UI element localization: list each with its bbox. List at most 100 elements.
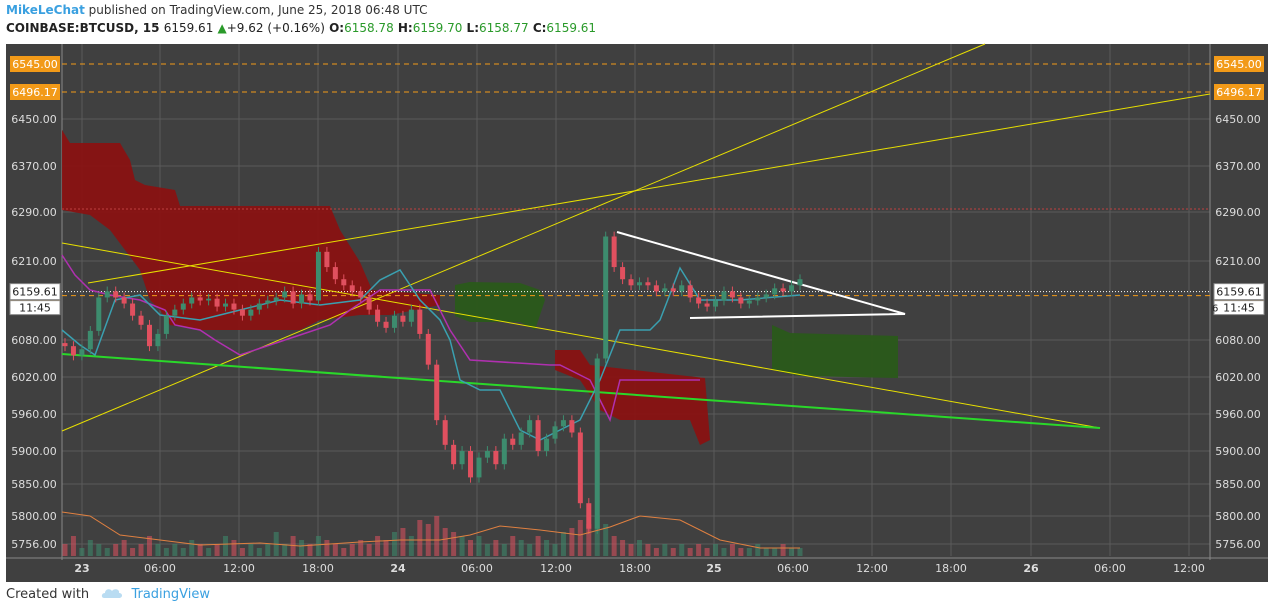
green-cloud-1 xyxy=(455,282,545,330)
volume-bar xyxy=(501,544,507,556)
volume-bar xyxy=(451,532,457,556)
candle-body xyxy=(408,309,414,322)
volume-bars xyxy=(62,516,803,556)
volume-bar xyxy=(434,516,440,556)
created-with-label: Created with xyxy=(6,587,90,602)
candle-body xyxy=(696,297,702,304)
x-tick-label: 06:00 xyxy=(777,562,809,575)
volume-bar xyxy=(248,544,254,556)
volume-bar xyxy=(493,540,499,556)
y-tick-label-right: 5900.00 xyxy=(1215,445,1261,458)
candle-body xyxy=(493,451,499,465)
candle-body xyxy=(197,297,203,301)
author-link[interactable]: MikeLeChat xyxy=(6,3,85,17)
publish-line: MikeLeChat published on TradingView.com,… xyxy=(6,3,427,17)
open-value: 6158.78 xyxy=(344,21,394,35)
volume-bar xyxy=(223,536,229,556)
volume-bar xyxy=(172,544,178,556)
candle-body xyxy=(594,358,600,529)
candle-body xyxy=(501,438,507,465)
y-tick-label-right: 6290.00 xyxy=(1215,206,1261,219)
candle-body xyxy=(358,291,364,298)
volume-bar xyxy=(527,544,533,556)
candle-body xyxy=(189,297,195,304)
tradingview-link[interactable]: TradingView xyxy=(131,587,210,602)
volume-bar xyxy=(104,548,110,556)
volume-bar xyxy=(687,548,693,556)
volume-bar xyxy=(113,544,119,556)
candle-body xyxy=(307,294,313,301)
candle-body xyxy=(552,426,558,439)
volume-bar xyxy=(738,548,744,556)
footer: Created with TradingView xyxy=(6,587,210,602)
candle-body xyxy=(662,288,668,292)
current-price-label-right: 6159.61 xyxy=(1216,286,1262,299)
candle-body xyxy=(383,321,389,328)
volume-bar xyxy=(468,540,474,556)
countdown-label-left: 11:45 xyxy=(19,302,51,315)
countdown-badge-right xyxy=(1213,300,1265,316)
volume-bar xyxy=(146,536,152,556)
candle-body xyxy=(391,315,397,328)
volume-bar xyxy=(476,536,482,556)
candle-body xyxy=(214,298,220,307)
y-tick-label-left: 5756.00 xyxy=(11,538,57,551)
volume-bar xyxy=(239,548,245,556)
candle-body xyxy=(780,288,786,292)
candle-body xyxy=(569,420,575,433)
volume-bar xyxy=(417,520,423,556)
x-tick-label: 18:00 xyxy=(302,562,334,575)
low-value: 6158.77 xyxy=(479,21,529,35)
volume-bar xyxy=(324,540,330,556)
y-tick-label-left: 6370.00 xyxy=(11,160,57,173)
volume-bar xyxy=(662,544,668,556)
candle-body xyxy=(704,303,710,307)
candle-body xyxy=(256,303,262,310)
x-tick-label: 06:00 xyxy=(144,562,176,575)
volume-bar xyxy=(62,544,68,556)
volume-bar xyxy=(130,548,136,556)
volume-bar xyxy=(721,548,727,556)
volume-bar xyxy=(341,548,347,556)
volume-bar xyxy=(299,540,305,556)
volume-bar xyxy=(214,544,220,556)
volume-bar xyxy=(653,548,659,556)
y-tick-label-right: 6450.00 xyxy=(1215,113,1261,126)
y-tick-label-right: 6370.00 xyxy=(1215,160,1261,173)
candle-body xyxy=(180,303,186,310)
volume-bar xyxy=(510,536,516,556)
volume-bar xyxy=(713,544,719,556)
symbol-line: COINBASE:BTCUSD, 15 6159.61 ▲+9.62 (+0.1… xyxy=(6,21,596,35)
volume-bar xyxy=(155,544,161,556)
close-label: C: xyxy=(532,21,547,35)
candle-body xyxy=(636,282,642,286)
candle-body xyxy=(113,291,119,298)
tenkan-line xyxy=(61,266,801,441)
green-cloud-2 xyxy=(772,325,898,378)
candle-body xyxy=(763,294,769,298)
price-chart[interactable]: 6450.00 6450.00 6370.00 6370.00 6290.00 6290.… xyxy=(0,40,1274,585)
volume-bar xyxy=(594,516,600,556)
candle-body xyxy=(586,503,592,529)
price-level-label-right: 6496.17 xyxy=(1216,86,1262,99)
green-support-line xyxy=(61,353,1101,429)
price-level-label-left: 6496.17 xyxy=(12,86,58,99)
y-tick-label-left: 5900.00 xyxy=(11,445,57,458)
countdown-badge-left xyxy=(9,300,61,316)
volume-bar xyxy=(611,536,617,556)
current-price-badge-left xyxy=(9,283,61,301)
volume-bar xyxy=(560,532,566,556)
candle-body xyxy=(172,309,178,316)
price-level-label-left: 6545.00 xyxy=(12,58,58,71)
candle-body xyxy=(290,291,296,304)
candle-body xyxy=(79,349,85,356)
candle-body xyxy=(70,346,76,356)
yellow-trendline xyxy=(87,93,1211,284)
candle-body xyxy=(121,297,127,304)
volume-bar xyxy=(552,544,558,556)
symbol-name[interactable]: COINBASE:BTCUSD, 15 xyxy=(6,21,160,35)
candle-body xyxy=(797,279,803,286)
candle-body xyxy=(645,282,651,286)
kijun-line xyxy=(61,254,700,423)
volume-bar xyxy=(366,544,372,556)
